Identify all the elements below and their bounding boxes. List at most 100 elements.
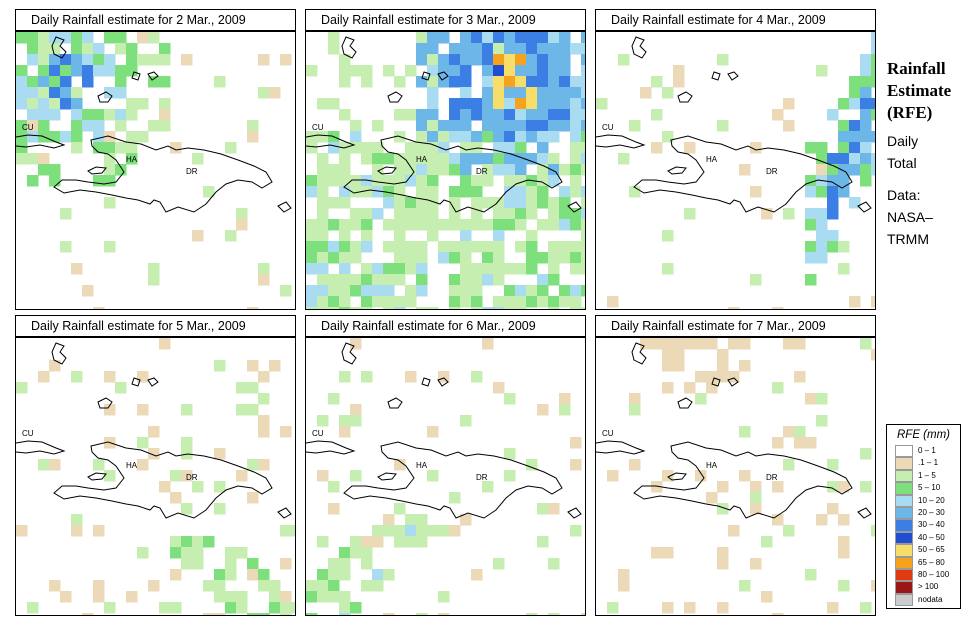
rain-cell <box>548 252 560 264</box>
rain-cell <box>471 285 483 297</box>
rain-cell <box>405 219 417 231</box>
rain-cell <box>181 54 193 66</box>
legend-swatch <box>895 531 913 545</box>
rain-cell <box>860 76 872 88</box>
rain-cell <box>438 131 450 143</box>
rain-cell <box>137 459 149 471</box>
rain-cell <box>526 186 538 198</box>
rain-cell <box>871 109 875 121</box>
rain-cell <box>317 208 329 220</box>
rain-cell <box>860 164 872 176</box>
rain-cell <box>460 109 472 121</box>
rain-cell <box>559 65 571 77</box>
rain-cell <box>827 109 839 121</box>
rain-cell <box>280 602 292 614</box>
rain-cell <box>504 153 516 165</box>
rain-cell <box>427 43 439 55</box>
rain-cell <box>71 32 83 44</box>
rain-cell <box>350 175 362 187</box>
rain-cell <box>438 241 450 253</box>
rain-cell <box>339 415 351 427</box>
rain-cell <box>317 98 329 110</box>
rain-cell <box>93 175 105 187</box>
rain-cell <box>60 65 72 77</box>
rain-cell <box>328 175 340 187</box>
rain-cell <box>280 558 292 570</box>
rain-cell <box>438 525 450 537</box>
rain-cell <box>306 230 318 242</box>
rain-cell <box>350 131 362 143</box>
rain-cell <box>559 219 571 231</box>
rain-cell <box>60 54 72 66</box>
rain-cell <box>827 230 839 242</box>
rain-cell <box>383 65 395 77</box>
coastline <box>857 201 872 213</box>
coastline <box>667 472 687 481</box>
legend-swatch <box>895 482 913 495</box>
rain-cell <box>115 87 127 99</box>
rain-cell <box>662 602 674 614</box>
rain-cell <box>629 459 641 471</box>
rain-cell <box>280 613 292 615</box>
rain-cell <box>482 109 494 121</box>
coastline <box>87 166 107 175</box>
rain-cell <box>750 186 762 198</box>
rain-cell <box>515 153 527 165</box>
rain-cell <box>695 338 707 350</box>
rain-cell <box>416 514 428 526</box>
rain-cell <box>526 76 538 88</box>
rain-cell <box>739 580 751 592</box>
rain-cell <box>339 109 351 121</box>
rain-cell <box>27 43 39 55</box>
rain-cell <box>148 426 160 438</box>
rain-cell <box>71 142 83 154</box>
rain-cell <box>159 43 171 55</box>
rain-cell <box>438 371 450 383</box>
rain-cell <box>794 426 806 438</box>
rain-cell <box>372 208 384 220</box>
rain-cell <box>728 307 740 309</box>
coastline <box>387 397 403 409</box>
rain-cell <box>361 76 373 88</box>
coastline <box>277 507 292 519</box>
rain-cell <box>860 481 872 493</box>
rain-cell <box>515 263 527 275</box>
rain-cell <box>339 197 351 209</box>
legend-item: nodata <box>887 593 960 607</box>
rain-cell <box>805 219 817 231</box>
rain-cell <box>838 186 850 198</box>
rain-cell <box>416 241 428 253</box>
legend-item: 30 – 40 <box>887 519 960 532</box>
rain-cell <box>247 360 259 372</box>
rain-cell <box>328 580 340 592</box>
rain-cell <box>339 65 351 77</box>
rain-cell <box>827 175 839 187</box>
country-label: DR <box>766 167 778 176</box>
rain-cell <box>416 32 428 44</box>
rain-cell <box>361 558 373 570</box>
rain-cell <box>515 219 527 231</box>
rain-cell <box>416 252 428 264</box>
rain-cell <box>838 142 850 154</box>
rain-cell <box>460 131 472 143</box>
rain-cell <box>438 65 450 77</box>
rain-cell <box>317 307 329 309</box>
legend-item: 10 – 20 <box>887 494 960 507</box>
legend-swatch <box>895 506 913 520</box>
rain-cell <box>860 87 872 99</box>
rain-cell <box>493 109 505 121</box>
coastline <box>306 134 356 149</box>
rain-cell <box>350 547 362 559</box>
rain-cell <box>504 296 516 308</box>
rain-cell <box>269 591 281 603</box>
rain-cell <box>581 142 585 154</box>
rain-cell <box>383 525 395 537</box>
rain-cell <box>651 76 663 88</box>
rain-cell <box>581 285 585 297</box>
panel-title-mar-2: Daily Rainfall estimate for 2 Mar., 2009 <box>15 9 296 31</box>
rain-cell <box>860 65 872 77</box>
rain-cell <box>581 54 585 66</box>
rain-cell <box>71 43 83 55</box>
rain-cell <box>673 65 685 77</box>
coastline <box>677 397 693 409</box>
